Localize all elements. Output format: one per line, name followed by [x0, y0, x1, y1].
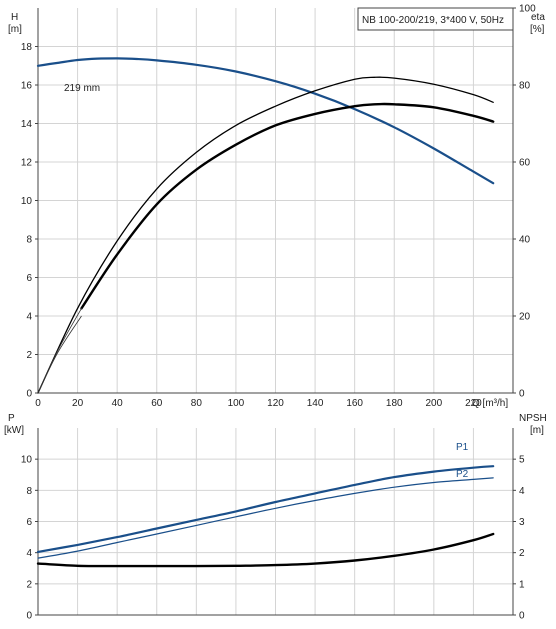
y-right-tick-label: 40 [519, 235, 531, 246]
series-line-eta-lead [37, 307, 82, 394]
y-right-tick-label: 0 [519, 611, 525, 622]
y-tick-label: 8 [26, 486, 32, 497]
y-right-tick-label: 1 [519, 579, 525, 590]
y-right-tick-label: 2 [519, 548, 525, 559]
title-box [357, 7, 514, 31]
text-layer: NB 100-200/219, 3*400 V, 50Hz H [m] eta … [4, 4, 547, 622]
x-tick-label: 140 [307, 398, 324, 409]
curve-annotation: 219 mm [64, 83, 100, 94]
y-right-tick-label: 0 [519, 389, 525, 400]
y-tick-label: 4 [26, 548, 32, 559]
y-right-tick-label: 20 [519, 312, 531, 323]
y-right-tick-label: 4 [519, 486, 525, 497]
x-tick-label: 60 [151, 398, 163, 409]
y-tick-label: 16 [21, 81, 33, 92]
legend-p2: P2 [456, 469, 469, 480]
legend-p1: P1 [456, 442, 469, 453]
series-line-eta-lower [80, 102, 495, 310]
x-tick-label: 180 [386, 398, 403, 409]
series-line-p2 [37, 477, 494, 559]
y-tick-label: 12 [21, 158, 33, 169]
bottom-ylabel-line2: [kW] [4, 425, 24, 436]
x-tick-label: 80 [191, 398, 203, 409]
x-tick-label: 120 [267, 398, 284, 409]
y-tick-label: 2 [26, 579, 32, 590]
y-tick-label: 6 [26, 517, 32, 528]
y-right-tick-label: 100 [519, 4, 536, 15]
series-line-head [36, 57, 495, 185]
top-ylabel-right-line1: eta [531, 12, 545, 23]
y-tick-label: 6 [26, 273, 32, 284]
y-tick-label: 10 [21, 196, 33, 207]
series-line-npsh [36, 532, 495, 568]
x-tick-label: 0 [35, 398, 41, 409]
axes-layer [35, 7, 516, 616]
bottom-ylabel-right-line1: NPSH [519, 413, 547, 424]
bottom-ylabel-line1: P [8, 413, 15, 424]
y-tick-label: 10 [21, 455, 33, 466]
top-ylabel-line2: [m] [8, 24, 22, 35]
x-tick-label: 220 [465, 398, 482, 409]
top-ylabel-line1: H [11, 12, 18, 23]
y-tick-label: 0 [26, 389, 32, 400]
x-tick-label: 200 [425, 398, 442, 409]
y-right-tick-label: 3 [519, 517, 525, 528]
top-xlabel: Q [m³/h] [472, 398, 508, 409]
y-right-tick-label: 60 [519, 158, 531, 169]
chart-title: NB 100-200/219, 3*400 V, 50Hz [362, 15, 504, 26]
series-line-p1 [36, 465, 495, 553]
bottom-ylabel-right-line2: [m] [530, 425, 544, 436]
x-tick-label: 20 [72, 398, 84, 409]
series-line-eta-lower-lead [37, 315, 82, 394]
y-tick-label: 0 [26, 611, 32, 622]
series-line-eta-upper [37, 76, 494, 394]
x-tick-label: 160 [346, 398, 363, 409]
y-right-tick-label: 80 [519, 81, 531, 92]
y-tick-label: 2 [26, 350, 32, 361]
grid-layer [38, 8, 513, 616]
y-tick-label: 8 [26, 235, 32, 246]
y-tick-label: 18 [21, 42, 33, 53]
y-right-tick-label: 5 [519, 455, 525, 466]
y-tick-label: 14 [21, 119, 33, 130]
top-ylabel-right-line2: [%] [530, 24, 545, 35]
x-tick-label: 40 [112, 398, 124, 409]
x-tick-label: 100 [228, 398, 245, 409]
series-layer [36, 57, 495, 568]
y-tick-label: 4 [26, 312, 32, 323]
